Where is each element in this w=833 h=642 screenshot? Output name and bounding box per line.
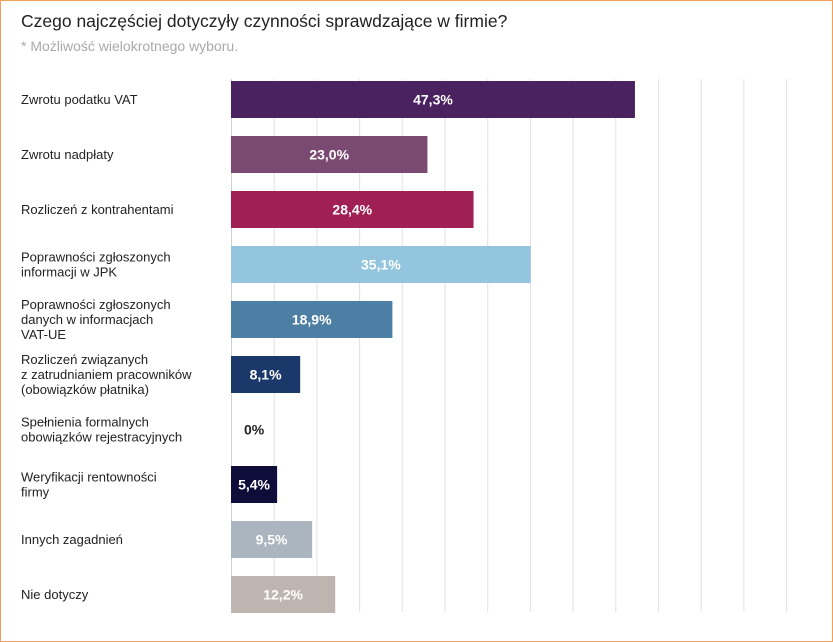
value-label-5: 8,1%: [250, 367, 282, 383]
value-label-3: 35,1%: [361, 257, 401, 273]
bar-7: [231, 466, 278, 503]
value-label-0: 47,3%: [413, 92, 453, 108]
value-label-9: 12,2%: [263, 587, 303, 603]
bar-3: [231, 246, 531, 283]
bar-2: [231, 191, 474, 228]
category-label-1: Zwrotu nadpłaty: [21, 147, 114, 162]
category-label-4: Poprawności zgłoszonych danych w informac…: [21, 297, 171, 342]
value-label-2: 28,4%: [332, 202, 372, 218]
value-label-6: 0%: [244, 422, 265, 438]
chart-title: Czego najczęściej dotyczyły czynności sp…: [21, 11, 508, 31]
category-label-3: Poprawności zgłoszonych informacji w JPK: [21, 250, 171, 280]
value-label-1: 23,0%: [309, 147, 349, 163]
chart-subtitle: * Możliwość wielokrotnego wyboru.: [21, 38, 239, 54]
bar-4: [231, 301, 393, 338]
bar-8: [231, 521, 313, 558]
category-label-8: Innych zagadnień: [21, 532, 123, 547]
category-label-0: Zwrotu podatku VAT: [21, 92, 138, 107]
value-label-8: 9,5%: [256, 532, 288, 548]
bar-0: [231, 81, 635, 118]
category-label-7: Weryfikacji rentowności firmy: [21, 470, 157, 500]
value-label-7: 5,4%: [238, 477, 270, 493]
category-label-2: Rozliczeń z kontrahentami: [21, 202, 174, 217]
category-label-9: Nie dotyczy: [21, 587, 89, 602]
bar-1: [231, 136, 428, 173]
category-label-6: Spełnienia formalnych obowiązków rejestra…: [21, 415, 182, 445]
bar-5: [231, 356, 301, 393]
bar-9: [231, 576, 336, 613]
category-label-5: Rozliczeń związanych z zatrudnianiem prac…: [21, 352, 192, 397]
value-label-4: 18,9%: [292, 312, 332, 328]
